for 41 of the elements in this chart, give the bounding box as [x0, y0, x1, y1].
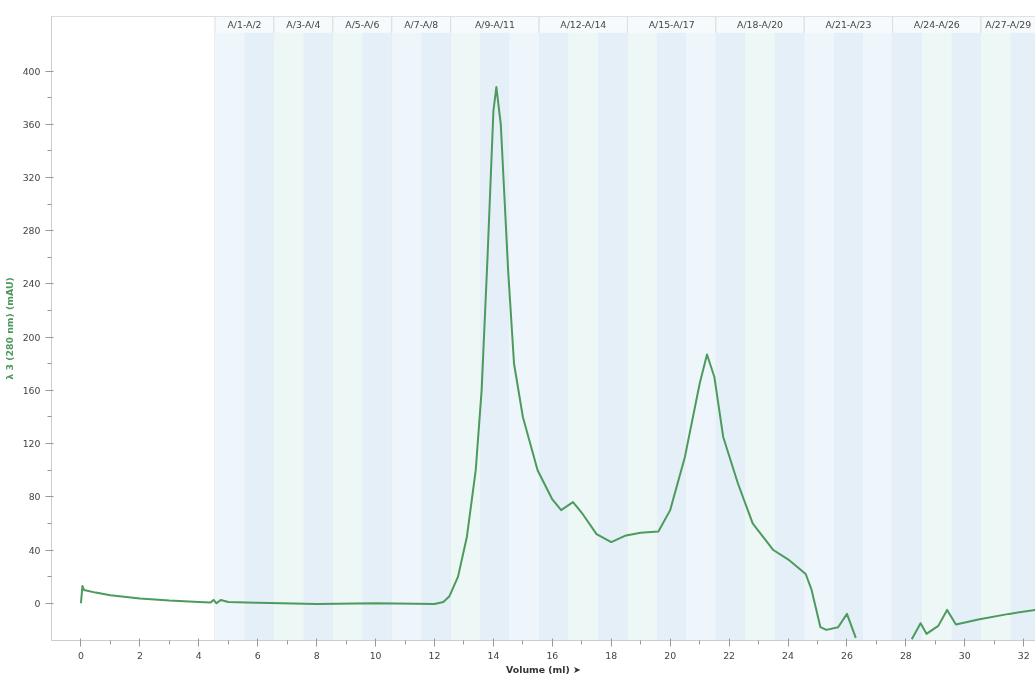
y-tick-label: 40 [28, 544, 41, 556]
y-tick-label: 80 [28, 491, 41, 503]
x-axis-title: Volume (ml) ➤ [506, 663, 582, 675]
x-tick-label: 26 [841, 649, 853, 661]
band-label: A/21-A/23 [825, 19, 872, 31]
band-label: A/27-A/29 [985, 19, 1032, 31]
band-label: A/15-A/17 [648, 19, 695, 31]
y-tick-label: 120 [22, 438, 41, 450]
x-tick-label: 30 [958, 649, 971, 661]
band-label: A/9-A/11 [474, 19, 515, 31]
x-tick-label: 14 [487, 649, 500, 661]
x-tick-label: 6 [254, 649, 261, 661]
x-tick-label: 22 [723, 649, 736, 661]
y-tick-label: 280 [22, 225, 41, 237]
x-tick-label: 2 [136, 649, 143, 661]
x-tick-label: 20 [664, 649, 677, 661]
y-tick-label: 400 [22, 65, 41, 77]
x-tick-label: 28 [899, 649, 912, 661]
band-label: A/24-A/26 [913, 19, 960, 31]
band-label: A/3-A/4 [286, 19, 321, 31]
y-tick-label: 0 [34, 597, 41, 609]
band-label: A/7-A/8 [404, 19, 439, 31]
x-tick-label: 0 [77, 649, 84, 661]
band-label: A/5-A/6 [345, 19, 380, 31]
x-tick-label: 16 [546, 649, 559, 661]
x-tick-label: 8 [313, 649, 320, 661]
x-tick-label: 18 [605, 649, 618, 661]
band-label: A/1-A/2 [227, 19, 262, 31]
band-label: A/18-A/20 [737, 19, 784, 31]
y-tick-label: 320 [22, 171, 41, 183]
y-axis-title: λ 3 (280 nm) (mAU) [3, 277, 15, 380]
y-tick-label: 360 [22, 118, 41, 130]
x-tick-label: 24 [782, 649, 795, 661]
y-tick-label: 240 [22, 278, 41, 290]
x-tick-label: 10 [369, 649, 382, 661]
y-tick-label: 200 [22, 331, 41, 343]
x-tick-label: 32 [1017, 649, 1030, 661]
y-tick-label: 160 [22, 384, 41, 396]
x-tick-label: 4 [195, 649, 202, 661]
band-label: A/12-A/14 [560, 19, 607, 31]
x-tick-label: 12 [428, 649, 441, 661]
